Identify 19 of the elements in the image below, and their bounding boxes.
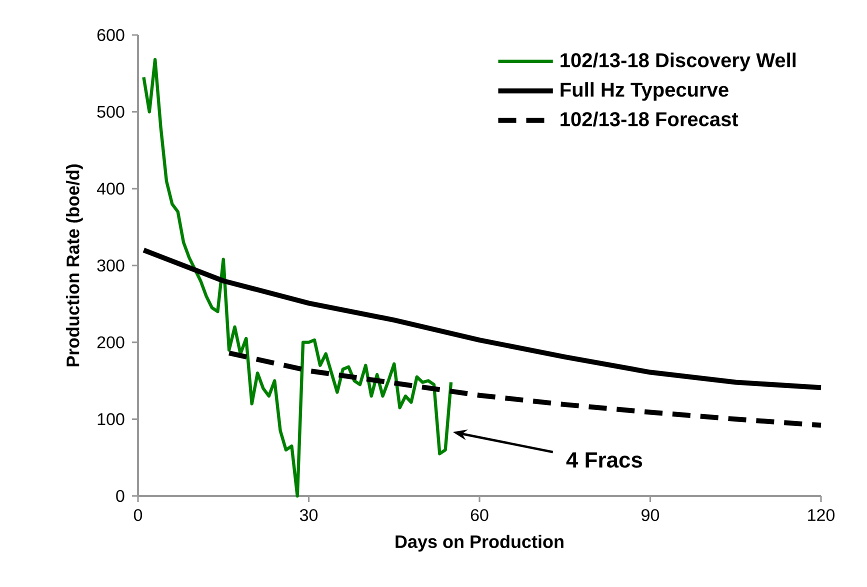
x-tick-label: 120 (808, 509, 835, 522)
y-tick-label: 600 (97, 28, 124, 42)
y-tick-label: 300 (97, 259, 124, 272)
x-tick-label: 0 (134, 509, 142, 522)
y-tick-label: 400 (96, 182, 124, 195)
y-axis-title: Production Rate (boe/d) (66, 164, 83, 366)
x-tick-label: 90 (642, 509, 660, 522)
annotation: 4 Fracs (566, 452, 642, 468)
x-tick-label: 30 (300, 509, 318, 522)
y-tick-label: 0 (116, 490, 124, 502)
x-tick-label: 60 (470, 509, 488, 522)
legend-label: 102/13-18 Forecast (560, 112, 738, 127)
legend-label: Full Hz Typecurve (560, 82, 728, 101)
legend-label: 102/13-18 Discovery Well (560, 52, 796, 72)
y-tick-label: 500 (97, 106, 124, 118)
y-tick-label: 200 (97, 336, 124, 348)
line-series (142, 58, 453, 498)
x-axis-title: Days on Production (396, 534, 564, 552)
y-tick-label: 100 (98, 413, 124, 426)
